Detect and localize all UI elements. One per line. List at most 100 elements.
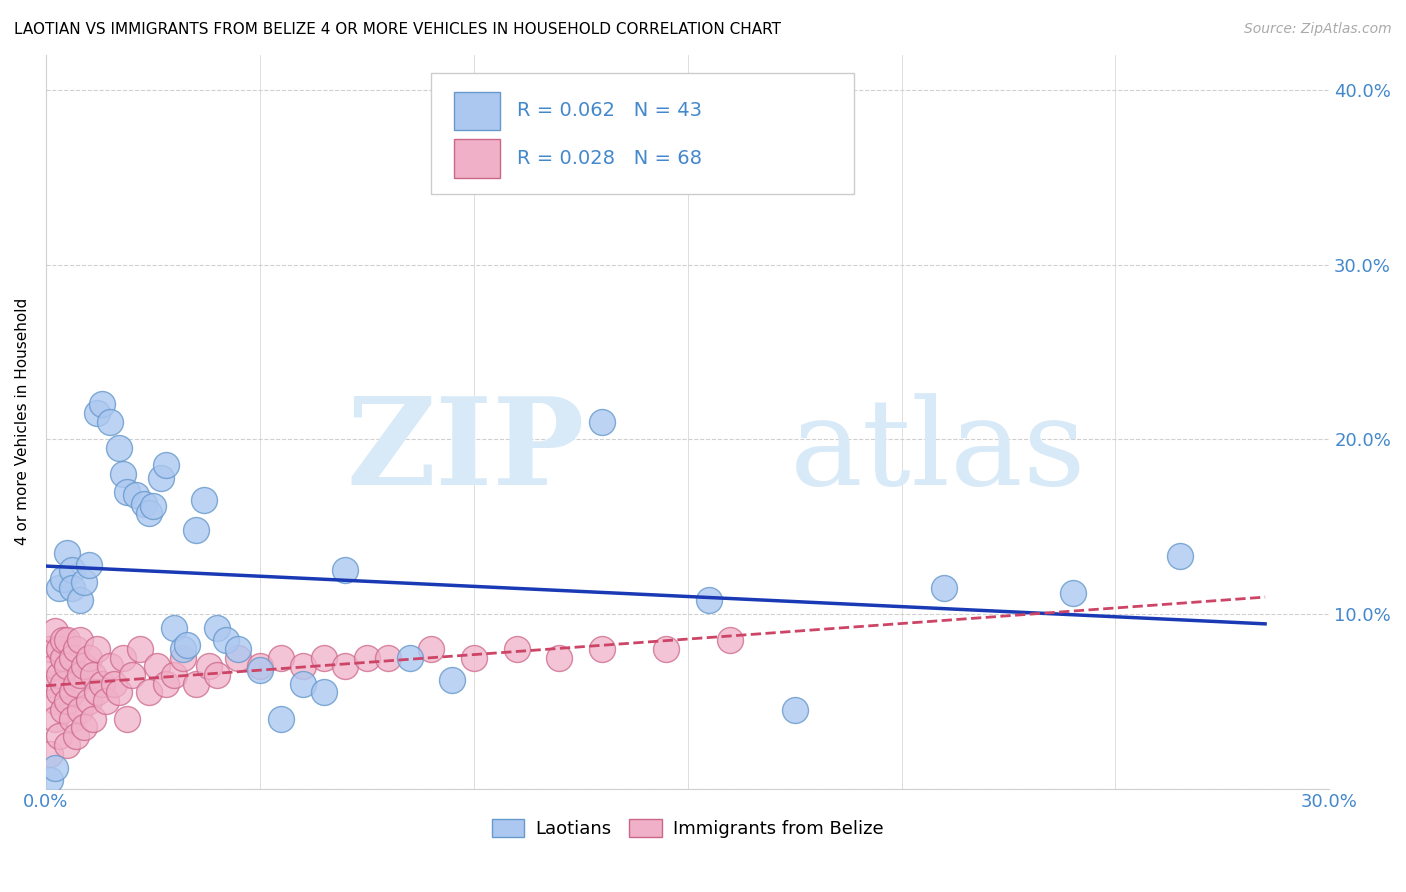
Point — [44, 712, 66, 726]
Point — [69, 593, 91, 607]
FancyBboxPatch shape — [454, 92, 501, 130]
Point — [783, 703, 806, 717]
Point — [98, 415, 121, 429]
Point — [52, 633, 75, 648]
Point — [86, 406, 108, 420]
Point — [463, 650, 485, 665]
Point — [52, 572, 75, 586]
Point — [77, 694, 100, 708]
Point — [44, 694, 66, 708]
Point — [48, 729, 70, 743]
Point — [184, 523, 207, 537]
Point — [86, 641, 108, 656]
Point — [214, 633, 236, 648]
Point — [98, 659, 121, 673]
Point — [172, 641, 194, 656]
Point — [52, 703, 75, 717]
Point — [163, 621, 186, 635]
Point — [134, 497, 156, 511]
Point — [60, 685, 83, 699]
Point — [249, 659, 271, 673]
Point — [44, 624, 66, 639]
Point — [73, 659, 96, 673]
Point — [48, 685, 70, 699]
Point — [591, 415, 613, 429]
Point — [142, 499, 165, 513]
Point — [48, 641, 70, 656]
Text: Source: ZipAtlas.com: Source: ZipAtlas.com — [1244, 22, 1392, 37]
Point — [69, 668, 91, 682]
Point — [249, 663, 271, 677]
Point — [155, 458, 177, 473]
Point — [163, 668, 186, 682]
Point — [73, 720, 96, 734]
Point — [77, 558, 100, 572]
Point — [56, 546, 79, 560]
Point — [420, 641, 443, 656]
Point — [138, 685, 160, 699]
Point — [291, 677, 314, 691]
Point — [65, 641, 87, 656]
Point — [56, 633, 79, 648]
Y-axis label: 4 or more Vehicles in Household: 4 or more Vehicles in Household — [15, 298, 30, 546]
Point — [228, 650, 250, 665]
Point — [69, 703, 91, 717]
Point — [146, 659, 169, 673]
Point — [184, 677, 207, 691]
Point — [44, 659, 66, 673]
Point — [86, 685, 108, 699]
Point — [197, 659, 219, 673]
Point — [117, 484, 139, 499]
Point — [107, 441, 129, 455]
Point — [697, 593, 720, 607]
Point — [1168, 549, 1191, 564]
Point — [377, 650, 399, 665]
Point — [117, 712, 139, 726]
Point — [44, 761, 66, 775]
Point — [94, 694, 117, 708]
Point — [125, 488, 148, 502]
Point — [56, 694, 79, 708]
Point — [60, 563, 83, 577]
Point — [39, 677, 62, 691]
Point — [56, 659, 79, 673]
Point — [82, 668, 104, 682]
FancyBboxPatch shape — [432, 73, 855, 194]
Point — [103, 677, 125, 691]
Point — [172, 650, 194, 665]
Point — [111, 650, 134, 665]
Point — [129, 641, 152, 656]
Point — [718, 633, 741, 648]
Point — [52, 650, 75, 665]
Point — [176, 638, 198, 652]
Point — [39, 772, 62, 787]
Point — [111, 467, 134, 482]
FancyBboxPatch shape — [454, 139, 501, 178]
Point — [52, 677, 75, 691]
Point — [356, 650, 378, 665]
Point — [150, 471, 173, 485]
Point — [65, 677, 87, 691]
Point — [39, 641, 62, 656]
Text: atlas: atlas — [790, 392, 1087, 509]
Point — [548, 650, 571, 665]
Point — [90, 677, 112, 691]
Point — [291, 659, 314, 673]
Point — [60, 712, 83, 726]
Point — [60, 581, 83, 595]
Point — [155, 677, 177, 691]
Point — [56, 738, 79, 752]
Text: ZIP: ZIP — [347, 392, 585, 510]
Point — [60, 650, 83, 665]
Point — [65, 729, 87, 743]
Text: R = 0.062   N = 43: R = 0.062 N = 43 — [517, 102, 702, 120]
Point — [655, 641, 678, 656]
Legend: Laotians, Immigrants from Belize: Laotians, Immigrants from Belize — [485, 812, 890, 846]
Text: R = 0.028   N = 68: R = 0.028 N = 68 — [517, 149, 702, 168]
Point — [69, 633, 91, 648]
Point — [335, 563, 357, 577]
Point — [107, 685, 129, 699]
Point — [121, 668, 143, 682]
Point — [205, 668, 228, 682]
Point — [591, 641, 613, 656]
